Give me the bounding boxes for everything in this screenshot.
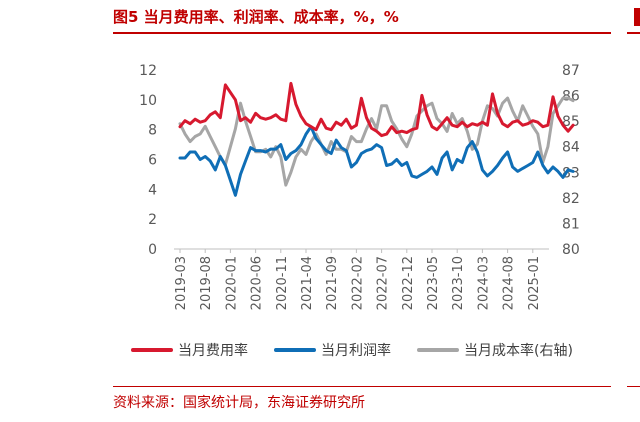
x-tick-label: 2025-01 [527, 256, 542, 310]
x-tick-label: 2024-08 [502, 256, 517, 310]
left-tick-label: 12 [139, 63, 157, 79]
edge-rule-bottom [627, 386, 640, 387]
left-axis: 0 2 4 6 8 10 12 [139, 63, 157, 258]
series-line-0 [178, 81, 575, 138]
right-tick-label: 85 [562, 114, 580, 130]
legend-label-2: 当月成本率(右轴) [464, 342, 573, 359]
right-tick-label: 81 [562, 216, 580, 232]
x-axis: 2019-03 2019-08 2020-01 2020-06 2020-11 2021-… [174, 249, 542, 310]
x-tick-label: 2019-03 [174, 256, 189, 310]
right-tick-label: 83 [562, 165, 580, 181]
x-tick-label: 2019-08 [199, 256, 214, 310]
edge-marker [634, 8, 640, 26]
right-tick-label: 84 [562, 140, 580, 156]
x-tick-label: 2024-03 [476, 256, 491, 310]
legend-label-0: 当月费用率 [178, 342, 248, 359]
right-tick-label: 80 [562, 242, 580, 258]
x-tick-label: 2023-05 [426, 256, 441, 310]
series-line-2 [178, 96, 575, 187]
left-tick-label: 8 [148, 123, 157, 139]
x-tick-label: 2021-04 [300, 256, 315, 310]
x-tick-label: 2022-07 [376, 256, 391, 310]
left-tick-label: 2 [148, 212, 157, 228]
legend: 当月费用率 当月利润率 当月成本率(右轴) [131, 342, 573, 359]
x-tick-label: 2022-12 [401, 256, 416, 310]
left-tick-label: 0 [148, 242, 157, 258]
x-tick-label: 2021-09 [325, 256, 340, 310]
left-tick-label: 10 [139, 93, 157, 109]
series-line-1 [178, 125, 575, 197]
legend-label-1: 当月利润率 [321, 342, 391, 359]
source-note: 资料来源：国家统计局，东海证券研究所 [113, 395, 365, 411]
left-tick-label: 4 [148, 182, 157, 198]
left-tick-label: 6 [148, 153, 157, 169]
right-tick-label: 82 [562, 191, 580, 207]
chart-title: 图5 当月费用率、利润率、成本率，%，% [113, 8, 399, 26]
right-tick-label: 86 [562, 89, 580, 105]
edge-rule-top [627, 32, 640, 34]
x-tick-label: 2020-06 [250, 256, 265, 310]
title-rule [113, 32, 611, 34]
source-rule [113, 386, 611, 387]
x-tick-label: 2020-01 [224, 256, 239, 310]
x-tick-label: 2022-02 [350, 256, 365, 310]
right-axis: 80 81 82 83 84 85 86 87 [562, 63, 580, 258]
x-tick-label: 2020-11 [275, 256, 290, 310]
series-layer [178, 81, 575, 197]
x-tick-label: 2023-10 [451, 256, 466, 310]
right-tick-label: 87 [562, 63, 580, 79]
